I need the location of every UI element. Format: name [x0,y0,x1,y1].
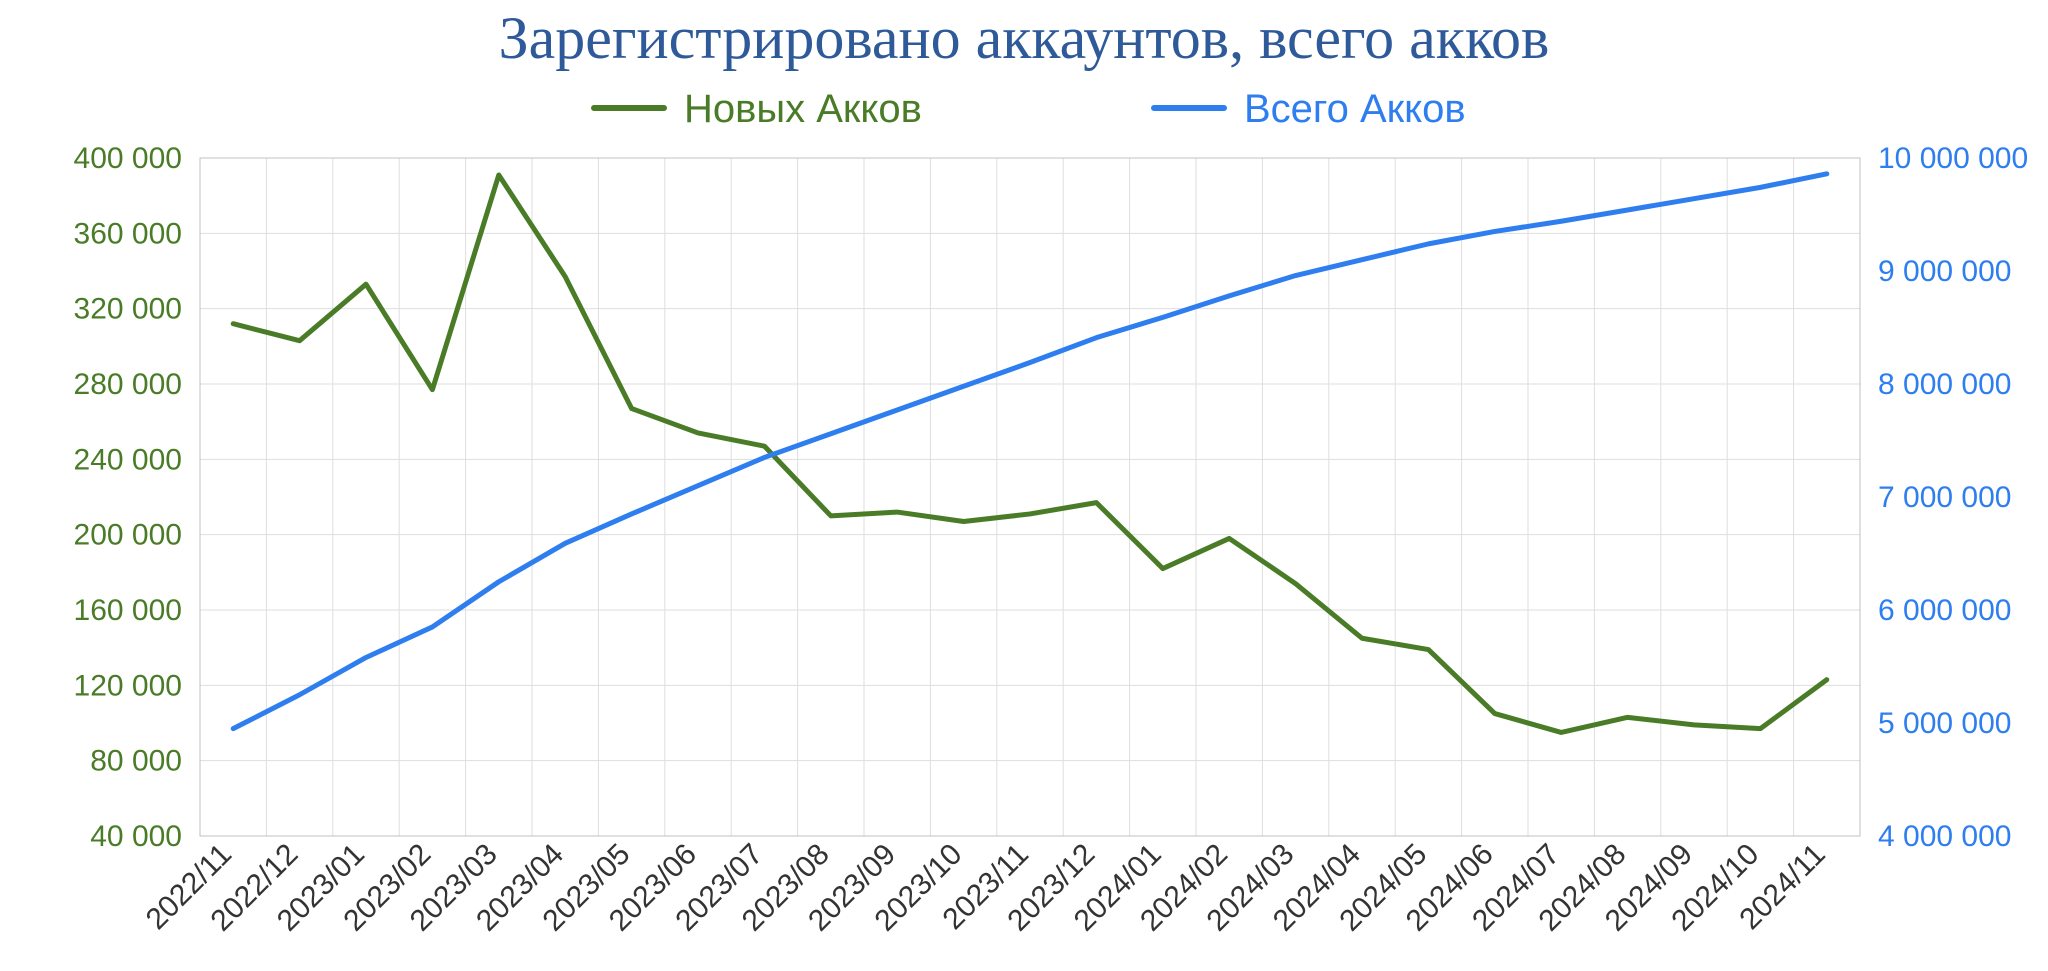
y-left-tick-label: 80 000 [90,745,182,778]
y-left-tick-label: 40 000 [90,820,182,853]
y-right-tick-label: 4 000 000 [1878,820,2011,853]
y-left-tick-label: 280 000 [74,368,182,401]
y-right-tick-label: 10 000 000 [1878,142,2028,175]
y-right-tick-label: 7 000 000 [1878,481,2011,514]
y-left-tick-label: 160 000 [74,594,182,627]
legend-label: Новых Акков [684,87,922,131]
y-right-tick-label: 8 000 000 [1878,368,2011,401]
chart-container: Зарегистрировано аккаунтов, всего акков Н… [0,0,2048,971]
chart-title: Зарегистрировано аккаунтов, всего акков [499,5,1550,71]
y-left-tick-label: 320 000 [74,293,182,326]
y-left-tick-label: 360 000 [74,217,182,250]
y-right-tick-label: 5 000 000 [1878,707,2011,740]
y-right-tick-label: 9 000 000 [1878,255,2011,288]
y-right-tick-label: 6 000 000 [1878,594,2011,627]
y-left-tick-label: 120 000 [74,669,182,702]
y-left-tick-label: 400 000 [74,142,182,175]
accounts-chart: Зарегистрировано аккаунтов, всего акков Н… [0,0,2048,971]
legend-label: Всего Акков [1244,87,1466,131]
y-left-tick-label: 240 000 [74,443,182,476]
y-left-tick-label: 200 000 [74,519,182,552]
